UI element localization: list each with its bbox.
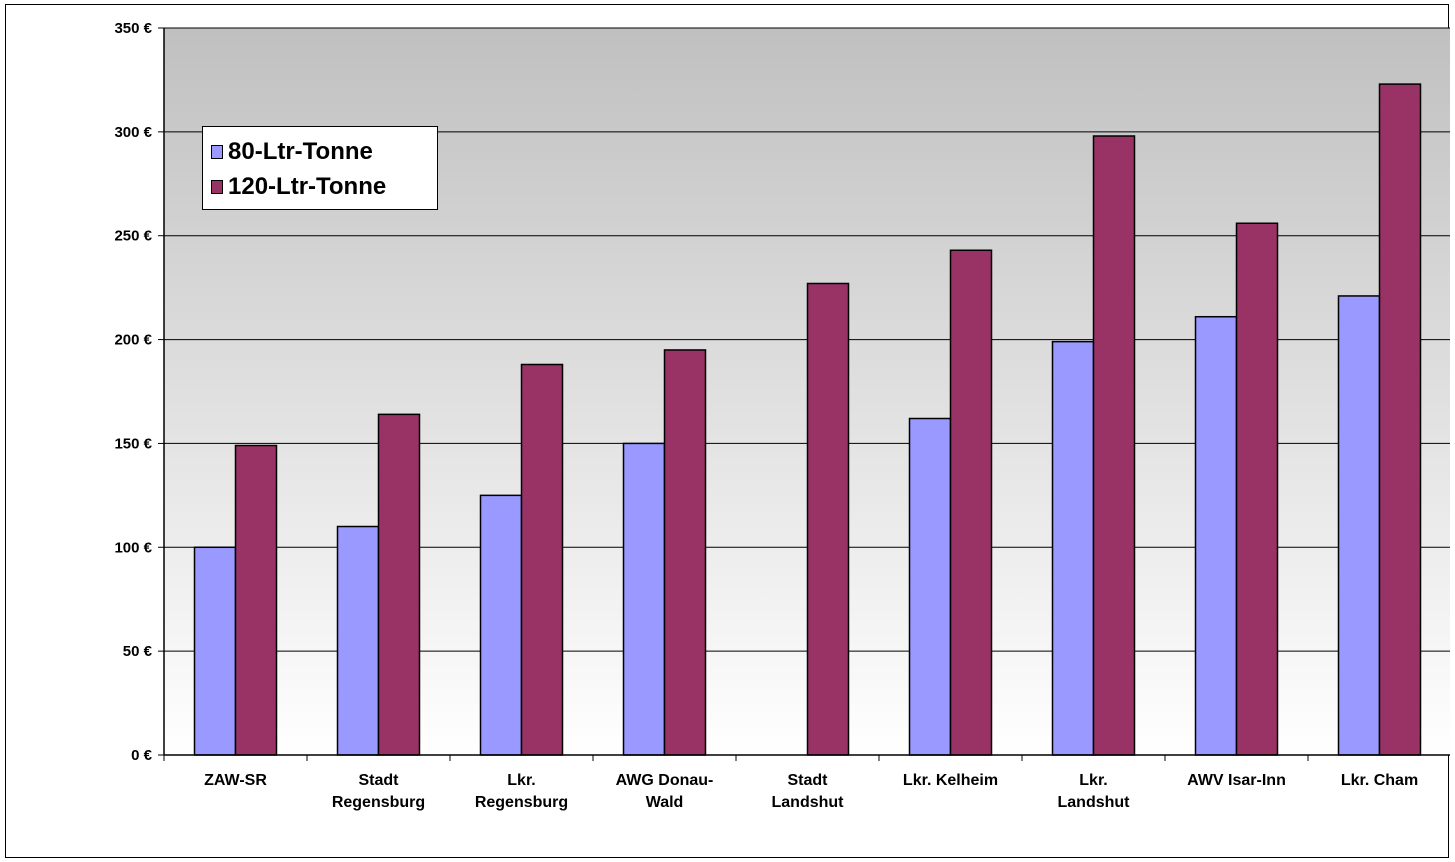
bar-120-ltr xyxy=(234,444,278,756)
category-label: Lkr. Kelheim xyxy=(903,772,998,789)
category-label: Stadt Regensburg xyxy=(332,772,425,811)
y-tick-label: 250 € xyxy=(114,228,152,245)
y-tick-label: 50 € xyxy=(123,643,153,660)
legend-swatch-120-ltr xyxy=(211,180,223,194)
bar-80-ltr xyxy=(908,417,952,756)
bar-80-ltr xyxy=(1194,315,1238,756)
chart-svg: 0 € 50 € 100 € 150 € 200 € 250 € 300 € 350 € ZA… xyxy=(114,20,1450,811)
y-tick-label: 100 € xyxy=(114,539,152,556)
y-tick-label: 200 € xyxy=(114,332,152,349)
bar-120-ltr xyxy=(663,349,707,756)
y-tick-label: 0 € xyxy=(131,747,153,764)
bar-120-ltr xyxy=(1235,222,1279,756)
chart-frame: 0 € 50 € 100 € 150 € 200 € 250 € 300 € 350 € ZA… xyxy=(5,4,1450,858)
bar-120-ltr xyxy=(949,249,993,756)
bar-120-ltr xyxy=(806,282,850,756)
bar-80-ltr xyxy=(336,525,380,756)
legend: 80-Ltr-Tonne 120-Ltr-Tonne xyxy=(202,126,438,210)
bar-80-ltr xyxy=(1051,340,1095,756)
category-label: AWV Isar-Inn xyxy=(1187,772,1286,789)
category-label: Lkr. Regensburg xyxy=(475,772,568,811)
bar-80-ltr xyxy=(479,494,523,756)
bar-80-ltr xyxy=(193,546,237,756)
bar-120-ltr xyxy=(377,413,421,756)
legend-swatch-80-ltr xyxy=(211,145,223,159)
category-label: Lkr. Landshut xyxy=(1058,772,1131,811)
category-label: Stadt Landshut xyxy=(772,772,845,811)
legend-item-80-ltr: 80-Ltr-Tonne xyxy=(211,137,373,167)
bar-80-ltr xyxy=(1337,295,1381,756)
category-label: ZAW-SR xyxy=(204,772,267,789)
bar-120-ltr xyxy=(1378,83,1422,756)
bar-120-ltr xyxy=(1092,135,1136,756)
bar-80-ltr xyxy=(622,442,666,756)
legend-item-120-ltr: 120-Ltr-Tonne xyxy=(211,172,386,202)
y-tick-label: 150 € xyxy=(114,435,152,452)
category-label: AWG Donau-Wald xyxy=(616,772,714,811)
y-tick-label: 300 € xyxy=(114,124,152,141)
legend-label-80-ltr: 80-Ltr-Tonne xyxy=(228,138,373,165)
bar-120-ltr xyxy=(520,363,564,756)
legend-label-120-ltr: 120-Ltr-Tonne xyxy=(228,173,387,200)
category-label: Lkr. Cham xyxy=(1341,772,1418,789)
y-tick-label: 350 € xyxy=(114,20,152,37)
